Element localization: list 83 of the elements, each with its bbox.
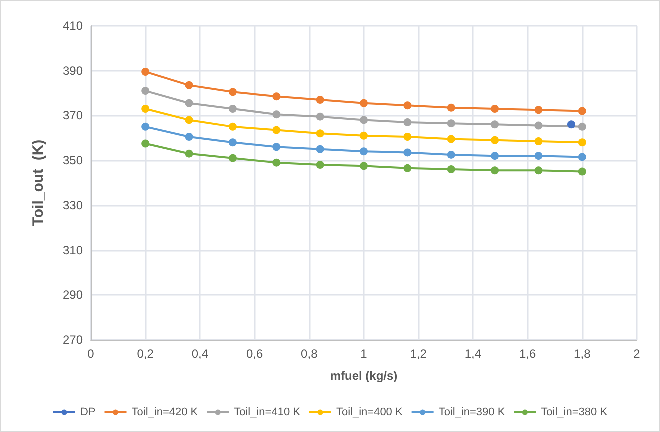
point	[228, 138, 237, 147]
point	[272, 143, 281, 152]
point	[534, 138, 543, 146]
point	[578, 122, 586, 131]
y-tick-label: 330	[62, 198, 84, 212]
x-tick-label: 0	[88, 347, 95, 361]
point	[316, 112, 324, 121]
point	[272, 158, 281, 167]
point	[272, 110, 281, 119]
point	[360, 116, 368, 124]
legend-label: Toil_in=380 K	[541, 406, 608, 418]
point	[272, 126, 281, 134]
point	[185, 99, 194, 108]
point	[534, 166, 543, 175]
x-tick-label: 1,6	[519, 347, 536, 361]
point	[360, 99, 368, 108]
y-tick-label: 410	[62, 19, 84, 33]
x-tick-label: 0,2	[137, 347, 154, 361]
point	[316, 130, 324, 138]
legend-label: Toil_in=400 K	[336, 406, 404, 418]
point	[142, 68, 150, 76]
legend-label: Toil_in=390 K	[438, 406, 506, 418]
point	[491, 152, 500, 160]
y-tick-label: 350	[62, 154, 84, 168]
y-tick-label: 310	[62, 243, 84, 258]
point	[447, 104, 456, 112]
x-tick-label: 1,8	[574, 347, 592, 361]
point	[404, 133, 412, 142]
point	[228, 88, 237, 96]
x-tick-label: 0,8	[301, 347, 318, 361]
point	[578, 168, 586, 176]
point	[185, 133, 194, 142]
point	[491, 120, 500, 129]
y-tick-label: 390	[62, 64, 84, 78]
point	[447, 166, 456, 174]
point	[534, 106, 543, 114]
point	[404, 164, 412, 172]
point	[228, 122, 237, 131]
y-axis-title: Toil_out (K)	[30, 140, 47, 226]
point	[142, 87, 150, 96]
point	[404, 118, 412, 126]
point	[447, 150, 456, 159]
point	[185, 81, 194, 90]
x-axis-title: mfuel (kg/s)	[330, 369, 398, 383]
point	[316, 145, 324, 154]
point	[360, 162, 368, 170]
point	[316, 161, 324, 170]
point	[228, 154, 237, 162]
point	[185, 150, 194, 158]
x-tick-label: 1,4	[464, 347, 482, 361]
legend-label: Toil_in=420 K	[132, 406, 199, 418]
point	[272, 92, 281, 101]
point	[491, 166, 500, 175]
x-tick-label: 2	[634, 347, 641, 361]
x-tick-label: 0,4	[192, 347, 209, 361]
point	[228, 104, 237, 113]
point	[404, 148, 412, 157]
legend-label: DP	[80, 406, 96, 418]
point	[534, 122, 543, 130]
point	[316, 96, 324, 104]
y-tick-label: 290	[62, 288, 84, 302]
x-tick-label: 0,6	[246, 347, 264, 361]
point	[567, 120, 576, 129]
point	[447, 135, 456, 144]
legend-label: Toil_in=410 K	[234, 406, 302, 418]
point	[142, 104, 150, 113]
point	[142, 140, 150, 148]
point	[185, 116, 194, 124]
point	[360, 148, 368, 156]
y-tick-label: 270	[62, 333, 84, 347]
y-tick-label: 370	[62, 108, 84, 123]
point	[578, 107, 586, 116]
point	[534, 152, 543, 160]
point	[447, 120, 456, 128]
point	[360, 132, 368, 140]
point	[578, 138, 586, 147]
point	[404, 102, 412, 110]
point	[491, 136, 500, 144]
point	[491, 104, 500, 113]
point	[142, 122, 150, 131]
x-tick-label: 1	[360, 347, 368, 361]
point	[578, 153, 586, 162]
x-tick-label: 1,2	[410, 347, 428, 361]
